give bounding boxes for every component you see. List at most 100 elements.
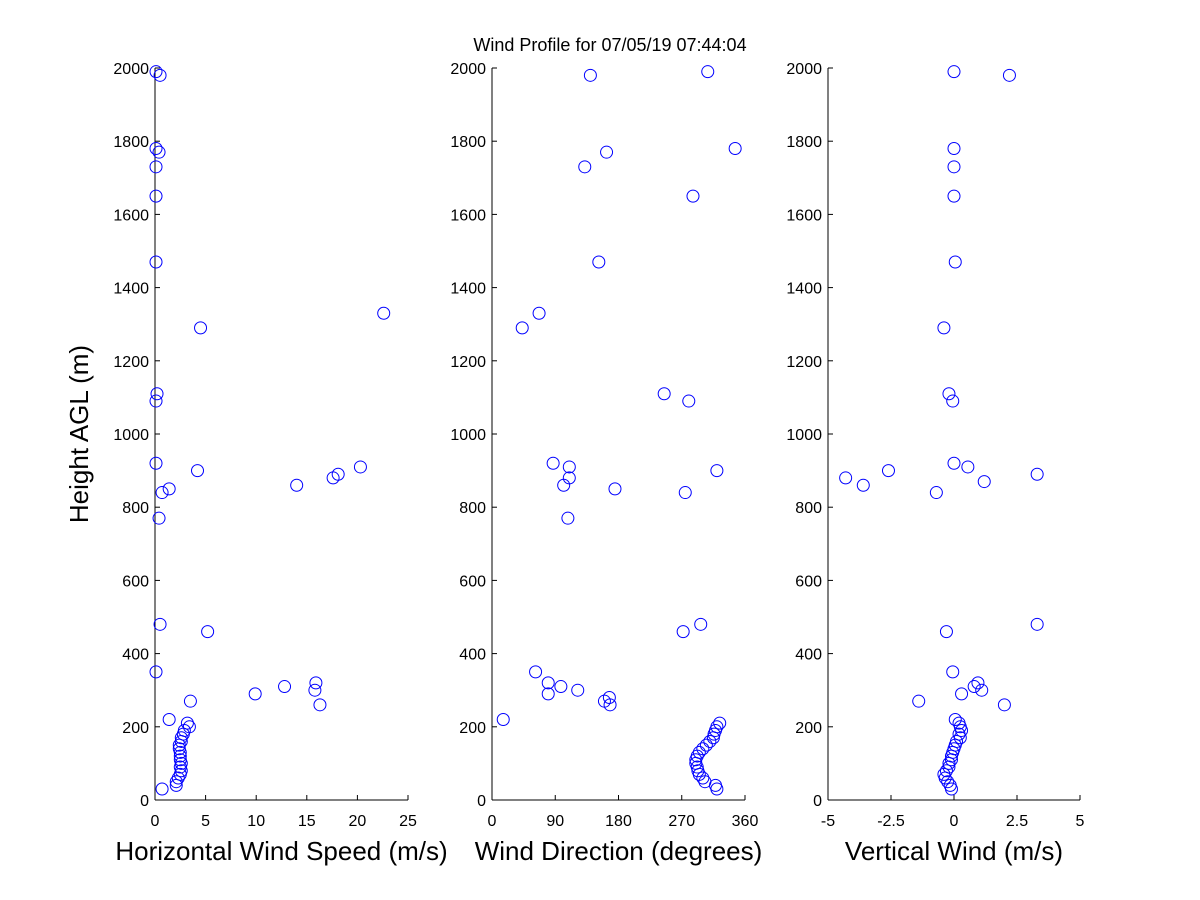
data-point xyxy=(541,687,555,701)
y-tick-label: 1600 xyxy=(450,207,486,224)
data-point xyxy=(309,676,323,690)
data-point xyxy=(201,625,215,639)
data-point xyxy=(308,683,322,697)
x-tick-label: 2.5 xyxy=(1006,813,1028,830)
data-point xyxy=(939,764,953,778)
data-point xyxy=(686,189,700,203)
data-point xyxy=(682,394,696,408)
y-tick-label: 1800 xyxy=(450,134,486,151)
data-point xyxy=(578,160,592,174)
x-tick-label: 5 xyxy=(1076,813,1085,830)
y-tick-label: 0 xyxy=(140,793,149,810)
data-point xyxy=(941,775,955,789)
data-point xyxy=(947,142,961,156)
data-point xyxy=(939,625,953,639)
data-point xyxy=(952,727,966,741)
y-tick-label: 1000 xyxy=(113,427,149,444)
data-point xyxy=(975,683,989,697)
data-point xyxy=(997,698,1011,712)
data-point xyxy=(169,775,183,789)
y-tick-label: 400 xyxy=(795,647,822,664)
data-point xyxy=(710,464,724,478)
data-point xyxy=(174,731,188,745)
y-tick-label: 200 xyxy=(459,720,486,737)
data-point xyxy=(1030,617,1044,631)
data-point xyxy=(152,145,166,159)
y-axis-label: Height AGL (m) xyxy=(64,345,94,523)
data-point xyxy=(153,68,167,82)
y-tick-label: 1000 xyxy=(786,427,822,444)
y-tick-label: 1600 xyxy=(786,207,822,224)
x-tick-label: 0 xyxy=(488,813,497,830)
data-point xyxy=(944,753,958,767)
y-tick-label: 1200 xyxy=(450,354,486,371)
data-point xyxy=(248,687,262,701)
data-point xyxy=(947,742,961,756)
data-point xyxy=(710,782,724,796)
x-tick-label: 25 xyxy=(399,813,417,830)
y-tick-label: 2000 xyxy=(786,61,822,78)
y-tick-label: 1200 xyxy=(786,354,822,371)
data-point xyxy=(955,687,969,701)
data-point xyxy=(194,321,208,335)
x-tick-label: -2.5 xyxy=(877,813,905,830)
data-point xyxy=(162,482,176,496)
x-tick-label: -5 xyxy=(821,813,835,830)
y-tick-label: 800 xyxy=(122,500,149,517)
data-point xyxy=(162,712,176,726)
data-point xyxy=(694,617,708,631)
data-point xyxy=(955,723,969,737)
data-point xyxy=(191,464,205,478)
data-point xyxy=(169,778,183,792)
x-axis-label: Wind Direction (degrees) xyxy=(475,836,763,866)
data-point xyxy=(554,680,568,694)
horizontal-wind-speed-panel: 0 200 400 600 800 1000 1200 1400 1600 1800 2000 0 5 1… xyxy=(64,61,448,866)
y-tick-label: 200 xyxy=(795,720,822,737)
data-point xyxy=(149,189,163,203)
y-tick-label: 600 xyxy=(795,573,822,590)
data-point xyxy=(703,734,717,748)
data-point xyxy=(953,731,967,745)
data-point xyxy=(562,460,576,474)
data-point xyxy=(942,756,956,770)
data-point xyxy=(149,456,163,470)
data-point xyxy=(496,712,510,726)
data-point xyxy=(313,698,327,712)
y-tick-label: 1600 xyxy=(113,207,149,224)
data-point xyxy=(326,471,340,485)
x-tick-label: 0 xyxy=(151,813,160,830)
data-point xyxy=(149,142,163,156)
data-point xyxy=(149,160,163,174)
data-point xyxy=(676,625,690,639)
y-tick-label: 1400 xyxy=(450,281,486,298)
data-point xyxy=(529,665,543,679)
y-tick-label: 1400 xyxy=(113,281,149,298)
data-point xyxy=(947,189,961,203)
figure-title: Wind Profile for 07/05/19 07:44:04 xyxy=(473,35,746,55)
x-tick-label: 15 xyxy=(298,813,316,830)
y-tick-label: 800 xyxy=(795,500,822,517)
data-point xyxy=(149,65,163,79)
data-point xyxy=(938,771,952,785)
data-point xyxy=(948,712,962,726)
data-point xyxy=(912,694,926,708)
x-tick-label: 5 xyxy=(201,813,210,830)
data-point xyxy=(689,753,703,767)
data-point xyxy=(608,482,622,496)
data-point xyxy=(946,394,960,408)
y-tick-label: 400 xyxy=(122,647,149,664)
data-point xyxy=(881,464,895,478)
y-tick-label: 0 xyxy=(813,793,822,810)
data-point xyxy=(571,683,585,697)
data-point xyxy=(290,478,304,492)
data-point xyxy=(541,676,555,690)
y-tick-label: 600 xyxy=(122,573,149,590)
data-point xyxy=(947,65,961,79)
data-point xyxy=(153,617,167,631)
data-point xyxy=(699,738,713,752)
wind-direction-panel: 0 200 400 600 800 1000 1200 1400 1600 1800 2000 0 90… xyxy=(450,61,762,866)
data-point xyxy=(942,387,956,401)
data-point xyxy=(946,665,960,679)
x-tick-label: 0 xyxy=(950,813,959,830)
